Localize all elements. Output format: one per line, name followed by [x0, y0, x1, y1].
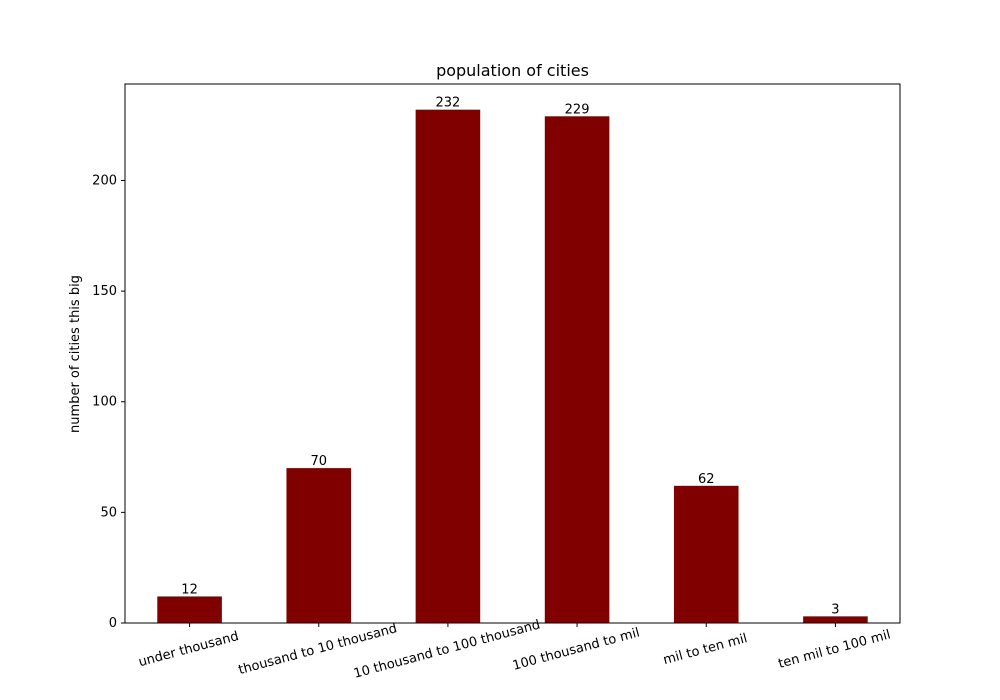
data-label: 12 — [181, 582, 198, 597]
y-axis-title: number of cities this big — [68, 275, 83, 433]
data-label: 62 — [698, 472, 715, 487]
bar — [803, 616, 868, 623]
data-label: 3 — [831, 602, 839, 617]
data-label: 232 — [436, 96, 461, 111]
bar — [673, 485, 739, 623]
y-tick-label: 0 — [109, 616, 117, 631]
y-tick-label: 50 — [100, 505, 117, 520]
bar — [415, 109, 481, 623]
bar — [544, 116, 610, 623]
bar — [286, 468, 352, 623]
y-tick-label: 200 — [92, 173, 117, 188]
plot-frame — [124, 83, 901, 624]
bar — [157, 596, 222, 623]
x-tick-label: under thousand — [137, 629, 240, 670]
data-label: 229 — [565, 102, 590, 117]
chart-title: population of cities — [436, 61, 589, 80]
x-tick-label: ten mil to 100 mil — [777, 627, 892, 671]
data-label: 70 — [310, 454, 327, 469]
y-tick-label: 100 — [92, 395, 117, 410]
y-tick-label: 150 — [92, 284, 117, 299]
x-tick-label: mil to ten mil — [662, 631, 749, 668]
